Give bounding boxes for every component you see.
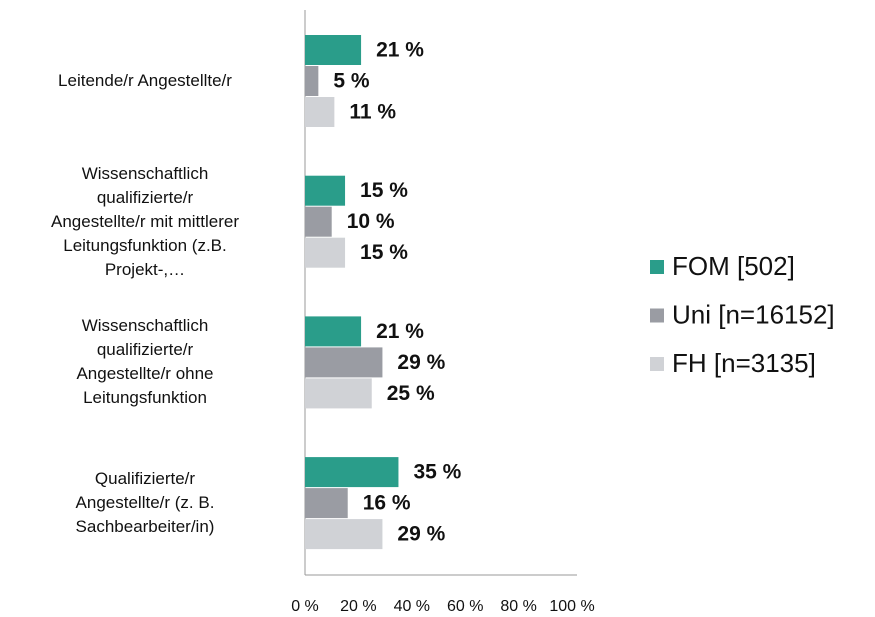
bar — [305, 457, 399, 488]
data-label: 15 % — [360, 241, 408, 264]
legend-label: FOM [502] — [672, 251, 795, 281]
bar — [305, 35, 362, 65]
bar — [305, 206, 332, 237]
bar — [305, 488, 348, 519]
bar — [305, 175, 346, 206]
legend-swatch — [650, 308, 664, 323]
x-tick-label: 100 % — [549, 598, 594, 615]
bar — [305, 237, 346, 268]
bar — [305, 519, 383, 550]
data-label: 16 % — [363, 492, 411, 515]
bar — [305, 316, 362, 347]
data-label: 21 % — [376, 39, 424, 62]
legend-swatch — [650, 357, 664, 371]
x-tick-label: 60 % — [447, 598, 483, 615]
data-label: 29 % — [397, 351, 445, 374]
data-label: 35 % — [413, 461, 461, 484]
x-tick-label: 0 % — [291, 598, 319, 615]
y-tick-label: Wissenschaftlich qualifizierte/r Angeste… — [51, 163, 239, 279]
bar — [305, 347, 383, 378]
x-tick-label: 20 % — [340, 598, 376, 615]
x-tick-label: 80 % — [500, 598, 536, 615]
data-label: 29 % — [397, 523, 445, 546]
legend-label: FH [n=3135] — [672, 348, 816, 378]
data-label: 25 % — [387, 382, 435, 405]
data-label: 11 % — [349, 101, 396, 124]
data-label: 15 % — [360, 179, 408, 202]
legend-swatch — [650, 260, 664, 274]
bar — [305, 66, 319, 96]
data-label: 21 % — [376, 320, 424, 343]
bar — [305, 97, 335, 127]
bar — [305, 378, 372, 409]
y-tick-label: Wissenschaftlich qualifizierte/r Angeste… — [76, 316, 214, 408]
legend-label: Uni [n=16152] — [672, 299, 835, 329]
y-tick-label: Leitende/r Angestellte/r — [58, 71, 232, 90]
data-label: 5 % — [333, 70, 370, 93]
x-tick-label: 40 % — [394, 598, 430, 615]
y-tick-label: Qualifizierte/r Angestellte/r (z. B. Sac… — [75, 469, 215, 537]
data-label: 10 % — [347, 210, 395, 233]
